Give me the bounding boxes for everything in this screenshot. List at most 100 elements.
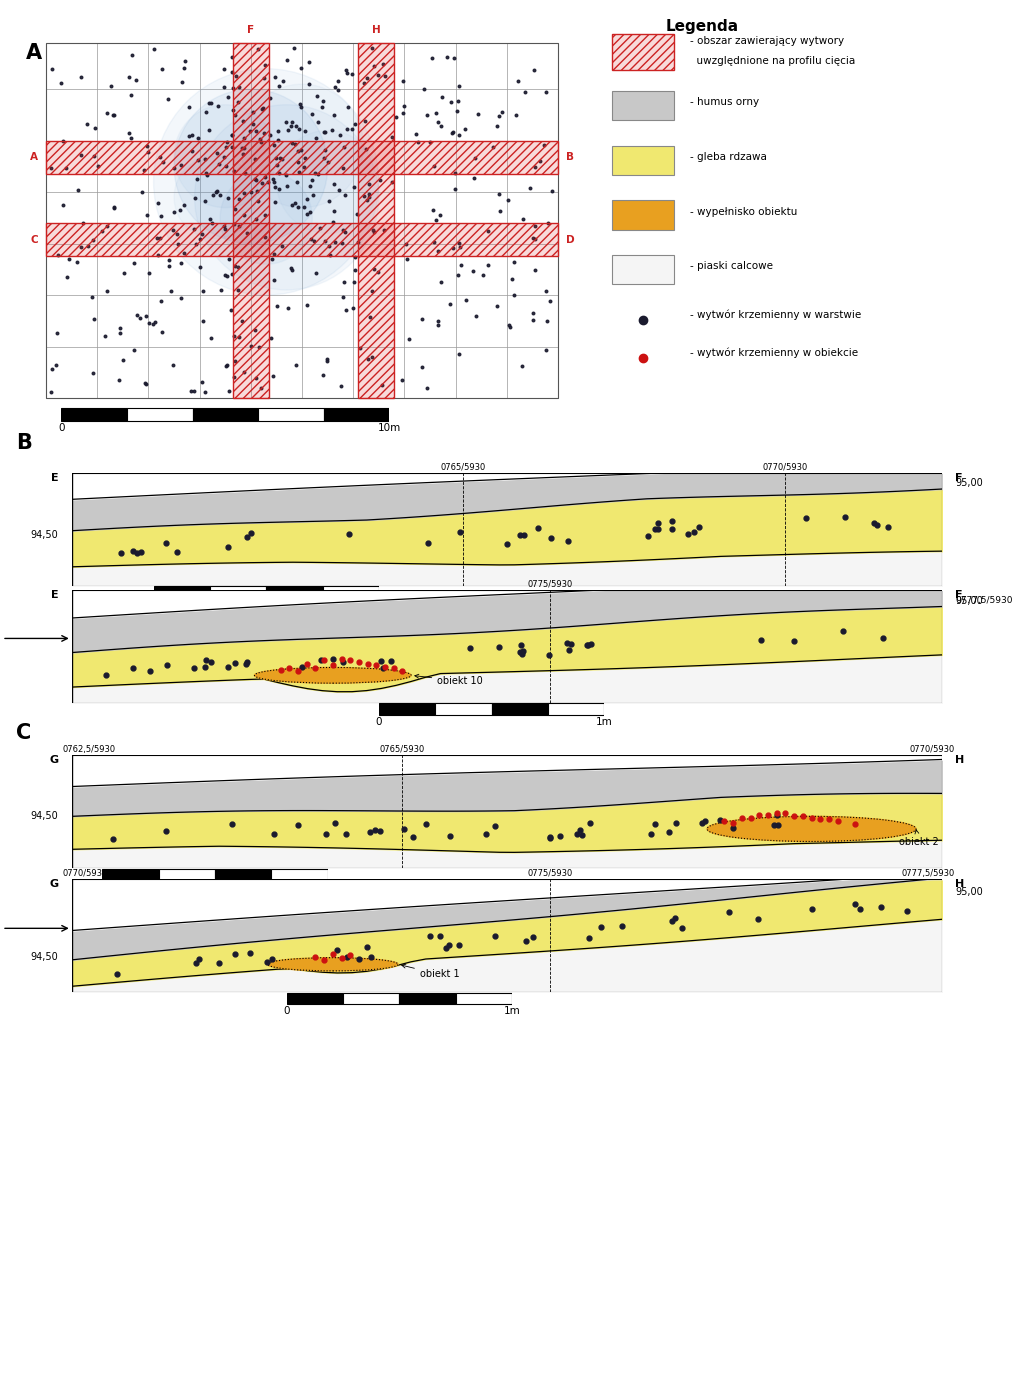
Point bbox=[395, 70, 412, 92]
Point bbox=[105, 103, 122, 125]
Point bbox=[502, 316, 518, 338]
Bar bbox=[266, 586, 323, 598]
Point bbox=[452, 236, 468, 258]
Point bbox=[220, 187, 237, 209]
Point bbox=[465, 259, 481, 281]
Point bbox=[239, 222, 255, 244]
Point bbox=[542, 289, 558, 311]
Point bbox=[410, 131, 426, 153]
Point bbox=[525, 227, 542, 249]
Point bbox=[422, 131, 438, 153]
Text: 1m: 1m bbox=[371, 599, 387, 609]
Point bbox=[283, 114, 299, 136]
Point bbox=[153, 289, 169, 311]
Bar bbox=[46, 223, 558, 256]
Point bbox=[137, 305, 154, 327]
Text: B: B bbox=[16, 433, 33, 453]
Point bbox=[273, 147, 290, 169]
Point bbox=[226, 255, 243, 277]
Text: 1m: 1m bbox=[596, 717, 612, 726]
Point bbox=[116, 262, 132, 284]
Bar bbox=[612, 200, 674, 230]
Text: 0775/5930: 0775/5930 bbox=[527, 868, 573, 878]
Text: 0762,5/5930: 0762,5/5930 bbox=[63, 744, 116, 754]
Bar bbox=[193, 408, 258, 422]
Point bbox=[279, 48, 295, 70]
Bar bbox=[612, 146, 674, 175]
Bar bbox=[210, 586, 266, 598]
Point bbox=[364, 37, 380, 59]
Point bbox=[86, 117, 102, 139]
Point bbox=[446, 161, 463, 183]
Point bbox=[290, 141, 306, 163]
Point bbox=[398, 233, 415, 255]
Point bbox=[215, 146, 231, 168]
Point bbox=[447, 178, 464, 200]
Point bbox=[321, 234, 337, 256]
Point bbox=[337, 183, 353, 205]
Point bbox=[245, 113, 261, 135]
Point bbox=[257, 54, 273, 76]
Point bbox=[395, 95, 412, 117]
Point bbox=[394, 102, 411, 124]
Point bbox=[291, 119, 307, 141]
Point bbox=[217, 154, 233, 176]
Point bbox=[263, 248, 280, 270]
Point bbox=[243, 182, 259, 204]
Point bbox=[152, 146, 168, 168]
Point bbox=[290, 196, 306, 218]
Point bbox=[468, 305, 484, 327]
Point bbox=[253, 378, 269, 400]
Text: A: A bbox=[31, 153, 39, 163]
Point bbox=[138, 204, 155, 226]
Point bbox=[257, 204, 273, 226]
Point bbox=[516, 80, 532, 102]
Point bbox=[427, 102, 443, 124]
Text: 95,00: 95,00 bbox=[955, 595, 983, 606]
Point bbox=[301, 73, 317, 95]
Point bbox=[287, 134, 303, 156]
Point bbox=[312, 218, 329, 240]
Point bbox=[226, 160, 243, 182]
Point bbox=[384, 125, 400, 147]
Point bbox=[506, 284, 522, 306]
Circle shape bbox=[174, 105, 276, 208]
Point bbox=[97, 325, 114, 347]
Point bbox=[310, 163, 327, 185]
Point bbox=[288, 354, 304, 376]
Point bbox=[124, 44, 140, 66]
Point bbox=[361, 183, 378, 205]
Bar bbox=[46, 141, 558, 174]
Point bbox=[425, 200, 441, 222]
Circle shape bbox=[220, 172, 312, 265]
Text: 94,50: 94,50 bbox=[31, 952, 58, 962]
Point bbox=[278, 112, 294, 134]
Point bbox=[236, 110, 252, 132]
Point bbox=[331, 179, 347, 201]
Point bbox=[203, 328, 219, 350]
Point bbox=[55, 130, 72, 152]
Point bbox=[176, 241, 193, 263]
Text: 0777,5/5930: 0777,5/5930 bbox=[902, 868, 955, 878]
Point bbox=[227, 65, 244, 87]
Point bbox=[336, 271, 352, 294]
Point bbox=[349, 204, 366, 226]
Point bbox=[227, 198, 244, 220]
Point bbox=[136, 158, 153, 181]
Text: 95,00: 95,00 bbox=[955, 887, 983, 897]
Point bbox=[165, 219, 181, 241]
Point bbox=[197, 382, 213, 404]
Point bbox=[254, 98, 270, 120]
Point bbox=[442, 294, 459, 316]
Text: 0: 0 bbox=[99, 882, 105, 892]
Point bbox=[283, 256, 299, 278]
Text: 1m: 1m bbox=[319, 882, 336, 892]
Text: 0765/5930: 0765/5930 bbox=[440, 462, 486, 471]
Point bbox=[163, 280, 179, 302]
Point bbox=[211, 153, 227, 175]
Point bbox=[474, 265, 490, 287]
Point bbox=[452, 74, 468, 96]
Point bbox=[293, 139, 309, 161]
Point bbox=[284, 131, 300, 153]
Text: 94,50: 94,50 bbox=[31, 812, 58, 821]
